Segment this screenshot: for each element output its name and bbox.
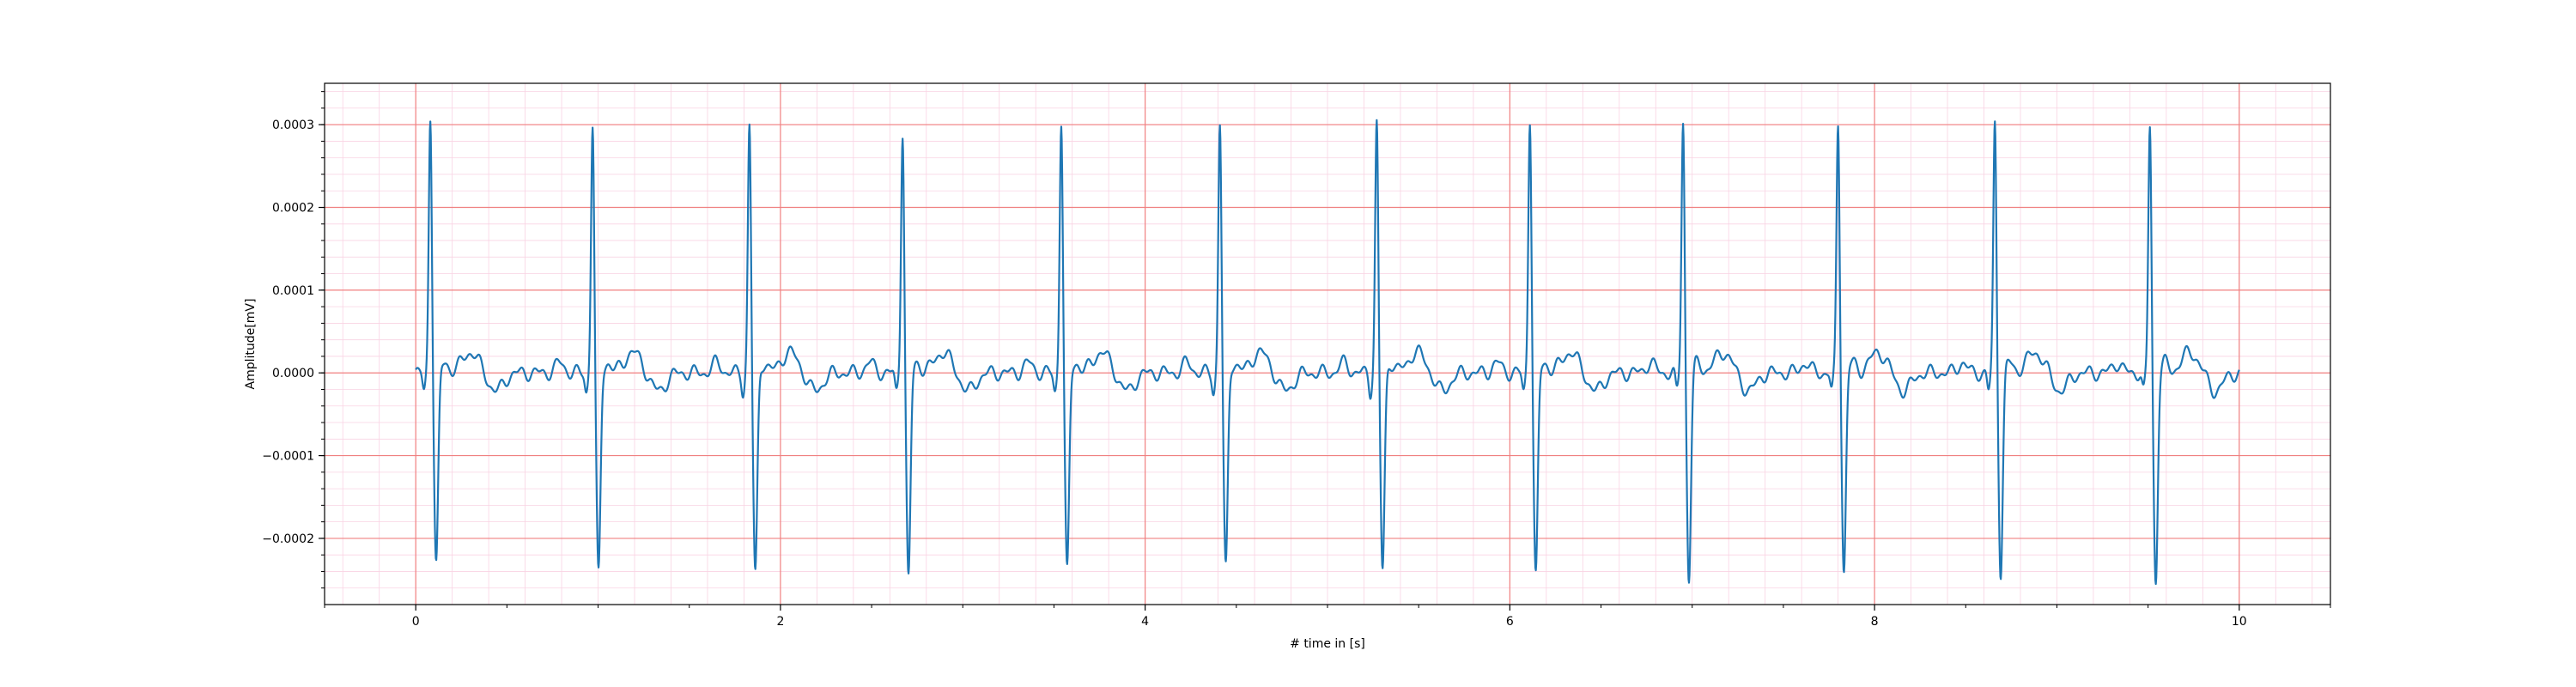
series-layer: [415, 119, 2240, 586]
minor-grid: [325, 83, 2330, 605]
plot-area: [324, 82, 2331, 605]
x-tick-label: 8: [1871, 615, 1879, 629]
x-tick-label: 10: [2232, 615, 2247, 629]
y-tick-label: 0.0003: [272, 119, 314, 132]
y-tick-label: 0.0001: [272, 284, 314, 298]
x-tick-label: 2: [776, 615, 784, 629]
y-tick-label: 0.0002: [272, 202, 314, 216]
ecg-signal-line: [415, 119, 2240, 586]
major-grid: [325, 83, 2330, 605]
x-axis-label: # time in [s]: [1290, 637, 1365, 651]
x-tick-label: 6: [1506, 615, 1514, 629]
y-tick-label: −0.0001: [262, 450, 314, 464]
y-axis: −0.0002 −0.0001 0.0000 0.0001 0.0002 0.0003: [262, 91, 325, 589]
x-axis: 0 2 4 6 8 10: [324, 605, 2331, 629]
x-tick-label: 0: [412, 615, 420, 629]
y-tick-label: −0.0002: [262, 532, 314, 546]
x-tick-label: 4: [1141, 615, 1149, 629]
y-axis-label: Amplitude[mV]: [244, 299, 258, 390]
y-tick-label: 0.0000: [272, 367, 314, 380]
